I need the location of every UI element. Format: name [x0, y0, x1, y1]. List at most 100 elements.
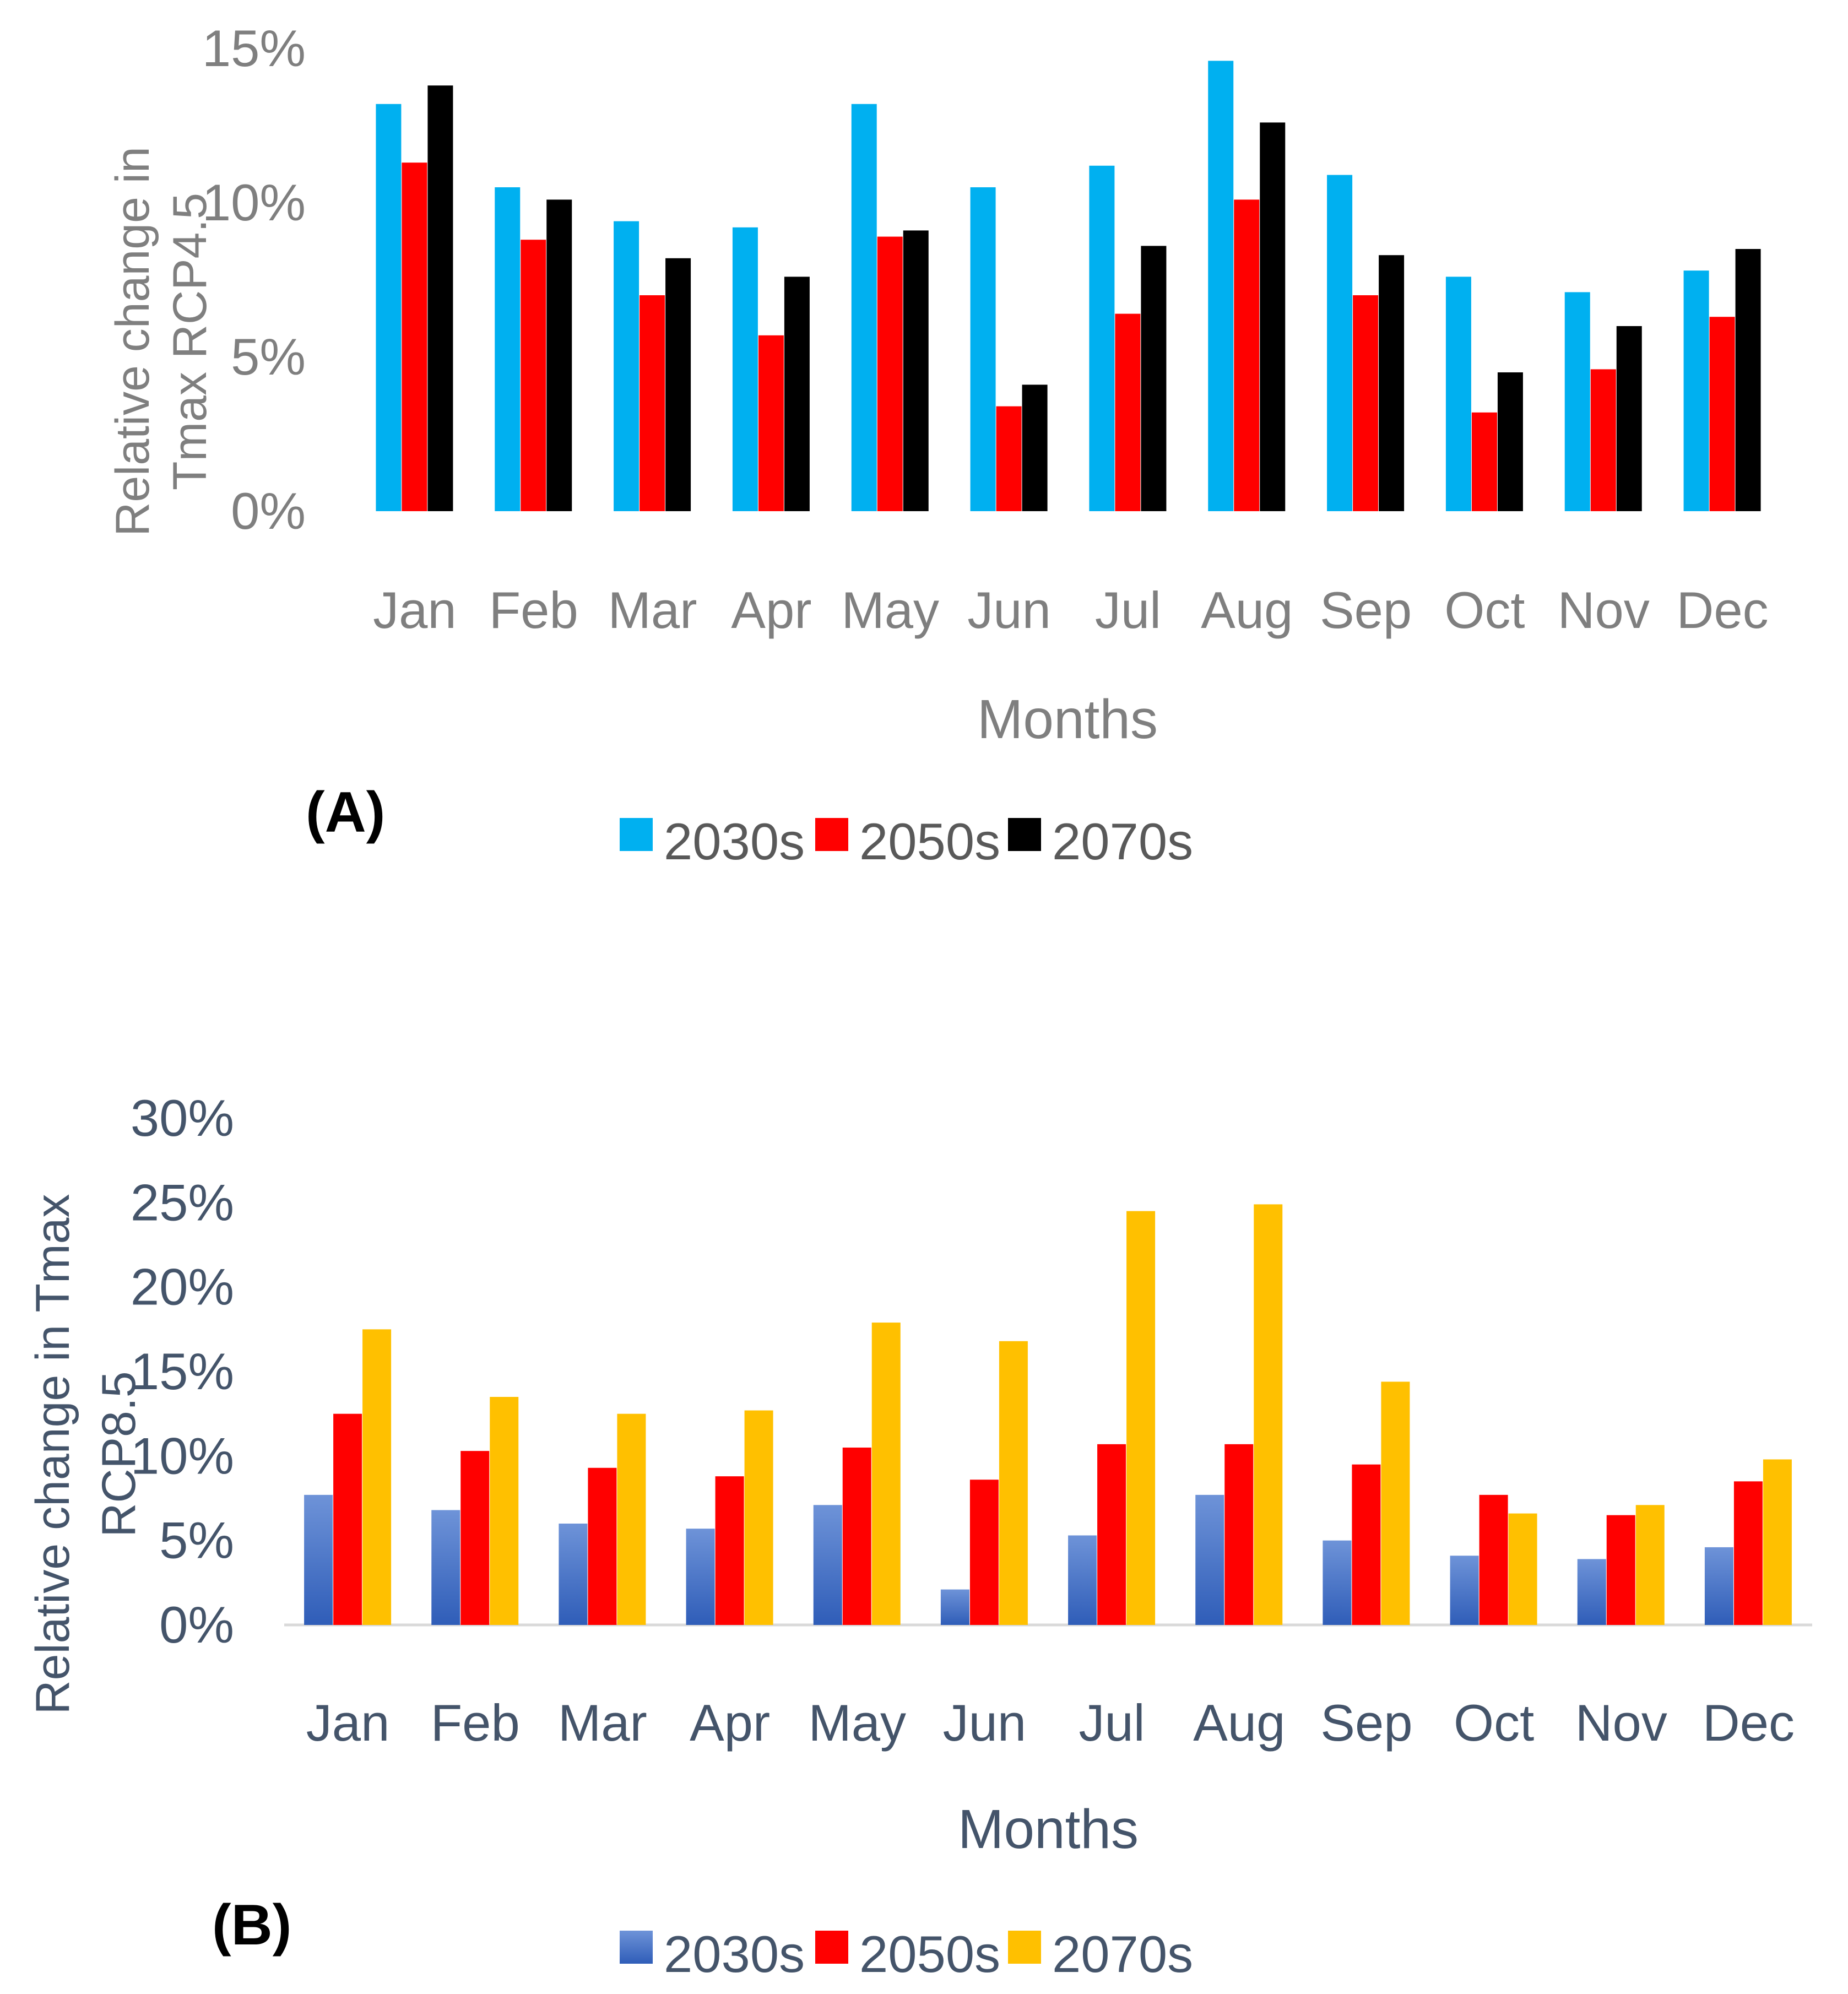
chart-b-xtick-oct: Oct: [1454, 1694, 1534, 1752]
chart-a-bar-apr-2050s: [758, 335, 784, 511]
chart-b-bar-oct-2050s: [1479, 1494, 1508, 1625]
chart-b-bar-feb-2030s: [431, 1510, 460, 1625]
chart-a-xtick-apr: Apr: [731, 581, 811, 639]
chart-b-xaxis-title: Months: [958, 1798, 1139, 1860]
chart-b-bar-apr-2050s: [715, 1476, 744, 1625]
chart-b-bar-nov-2030s: [1577, 1559, 1606, 1625]
chart-b-y-ticks: 0% 5% 10% 15% 20% 25% 30%: [131, 1089, 234, 1654]
chart-b-bar-oct-2030s: [1450, 1556, 1479, 1625]
chart-a-legend: 2030s 2050s 2070s: [620, 812, 1193, 870]
chart-a-legend-label-2030s: 2030s: [664, 812, 805, 870]
chart-b-bar-nov-2050s: [1606, 1515, 1635, 1625]
chart-a-ytick-label: 0%: [231, 482, 306, 540]
chart-a-bar-may-2070s: [903, 230, 929, 511]
chart-a-ytick-label: 15%: [202, 19, 306, 77]
chart-b-legend-label-2070s: 2070s: [1052, 1925, 1193, 1983]
chart-b-bar-jan-2050s: [333, 1413, 362, 1625]
chart-a-xtick-feb: Feb: [489, 581, 578, 639]
chart-a-ylabel-line-2: Tmax RCP4.5: [164, 193, 216, 490]
chart-a-bar-jul-2070s: [1141, 246, 1167, 511]
chart-a-panel-label: (A): [306, 781, 385, 844]
chart-b-bar-sep-2030s: [1323, 1540, 1352, 1625]
chart-b-bar-jan-2030s: [304, 1494, 333, 1625]
chart-a-bar-jul-2050s: [1115, 313, 1141, 511]
chart-a-legend-label-2050s: 2050s: [859, 812, 1000, 870]
chart-a-bar-jan-2070s: [427, 85, 453, 511]
chart-a-bar-nov-2070s: [1616, 326, 1642, 511]
chart-b-bar-mar-2070s: [617, 1413, 646, 1625]
chart-a-bar-jun-2070s: [1022, 384, 1048, 511]
chart-a-bar-jan-2030s: [376, 104, 402, 512]
chart-a-bar-oct-2030s: [1445, 277, 1471, 511]
chart-a-bar-nov-2030s: [1564, 292, 1590, 511]
chart-b-ytick-label: 5%: [159, 1511, 234, 1569]
chart-b-ytick-label: 0%: [159, 1596, 234, 1654]
chart-a-legend-swatch-2070s: [1008, 818, 1041, 851]
chart-a-bar-oct-2050s: [1471, 412, 1497, 511]
chart-b-bar-oct-2070s: [1508, 1513, 1537, 1625]
chart-a: Relative change in Tmax RCP4.5 0% 5% 10% 15…: [106, 19, 1769, 870]
chart-a-legend-swatch-2030s: [620, 818, 653, 851]
chart-a-x-ticks: Jan Feb Mar Apr May Jun Jul Aug Sep Oct Nov Dec: [373, 581, 1769, 639]
chart-a-xtick-dec: Dec: [1676, 581, 1768, 639]
chart-b-xtick-jul: Jul: [1079, 1694, 1145, 1752]
chart-a-bar-may-2050s: [877, 236, 903, 511]
chart-b-bar-feb-2050s: [460, 1451, 490, 1625]
chart-b-bar-dec-2050s: [1733, 1481, 1763, 1625]
chart-a-ytick-label: 10%: [202, 174, 306, 231]
chart-a-bar-feb-2030s: [495, 187, 521, 511]
chart-a-bar-dec-2050s: [1709, 317, 1735, 511]
chart-b-ytick-label: 25%: [131, 1173, 234, 1231]
chart-a-bar-jun-2050s: [996, 406, 1022, 511]
chart-b-xtick-sep: Sep: [1320, 1694, 1412, 1752]
chart-a-bar-sep-2050s: [1353, 295, 1379, 511]
chart-a-xtick-oct: Oct: [1444, 581, 1525, 639]
chart-a-bar-oct-2070s: [1497, 372, 1523, 511]
chart-b-ytick-label: 10%: [131, 1427, 234, 1484]
chart-a-bar-dec-2070s: [1735, 249, 1761, 511]
chart-b-bar-jul-2050s: [1097, 1444, 1126, 1625]
chart-b-bar-jan-2070s: [362, 1329, 392, 1625]
chart-b-ylabel-line-2: RCP8.5: [93, 1371, 145, 1537]
chart-b-xtick-apr: Apr: [690, 1694, 770, 1752]
chart-b-bar-apr-2030s: [686, 1529, 715, 1625]
chart-a-bar-mar-2050s: [640, 295, 665, 511]
chart-a-bar-feb-2070s: [546, 199, 572, 511]
chart-a-ylabel-line-1: Relative change in: [106, 147, 159, 537]
chart-a-xaxis-title: Months: [977, 689, 1158, 750]
chart-a-bar-sep-2030s: [1327, 175, 1353, 512]
chart-a-ytick-label: 5%: [231, 328, 306, 386]
chart-a-bar-aug-2050s: [1234, 199, 1260, 511]
chart-b-xtick-nov: Nov: [1575, 1694, 1667, 1752]
chart-b-bar-jul-2030s: [1068, 1535, 1097, 1625]
chart-a-bar-jan-2050s: [402, 162, 427, 511]
chart-b-bar-may-2030s: [813, 1505, 842, 1625]
chart-b: Relative change in Tmax RCP8.5 0% 5% 10% 15…: [26, 1089, 1812, 1983]
chart-a-xtick-jun: Jun: [967, 581, 1051, 639]
chart-b-bar-dec-2070s: [1763, 1459, 1792, 1625]
chart-a-xtick-aug: Aug: [1201, 581, 1293, 639]
chart-b-bar-nov-2070s: [1635, 1505, 1665, 1625]
chart-b-bar-aug-2030s: [1195, 1494, 1224, 1625]
chart-b-ytick-label: 15%: [131, 1342, 234, 1400]
chart-a-bar-jun-2030s: [970, 187, 996, 511]
chart-a-bar-mar-2030s: [614, 221, 640, 512]
chart-a-bar-apr-2070s: [784, 277, 810, 511]
chart-b-ytick-label: 30%: [131, 1089, 234, 1147]
chart-b-xtick-may: May: [808, 1694, 906, 1752]
chart-b-xtick-mar: Mar: [558, 1694, 647, 1752]
chart-b-bar-aug-2050s: [1224, 1444, 1254, 1625]
chart-b-xtick-jun: Jun: [943, 1694, 1027, 1752]
chart-b-bar-sep-2070s: [1381, 1381, 1410, 1625]
chart-b-bar-apr-2070s: [744, 1410, 773, 1625]
chart-b-yaxis-title: Relative change in Tmax RCP8.5: [26, 1194, 145, 1715]
chart-b-xtick-jan: Jan: [306, 1694, 390, 1752]
chart-b-xtick-feb: Feb: [431, 1694, 520, 1752]
chart-b-bar-aug-2070s: [1254, 1204, 1283, 1625]
chart-b-bar-jun-2030s: [940, 1589, 969, 1625]
chart-b-bar-may-2050s: [842, 1448, 871, 1625]
chart-a-xtick-jan: Jan: [373, 581, 457, 639]
chart-a-bars: [376, 61, 1761, 512]
chart-a-bar-feb-2050s: [521, 240, 546, 511]
